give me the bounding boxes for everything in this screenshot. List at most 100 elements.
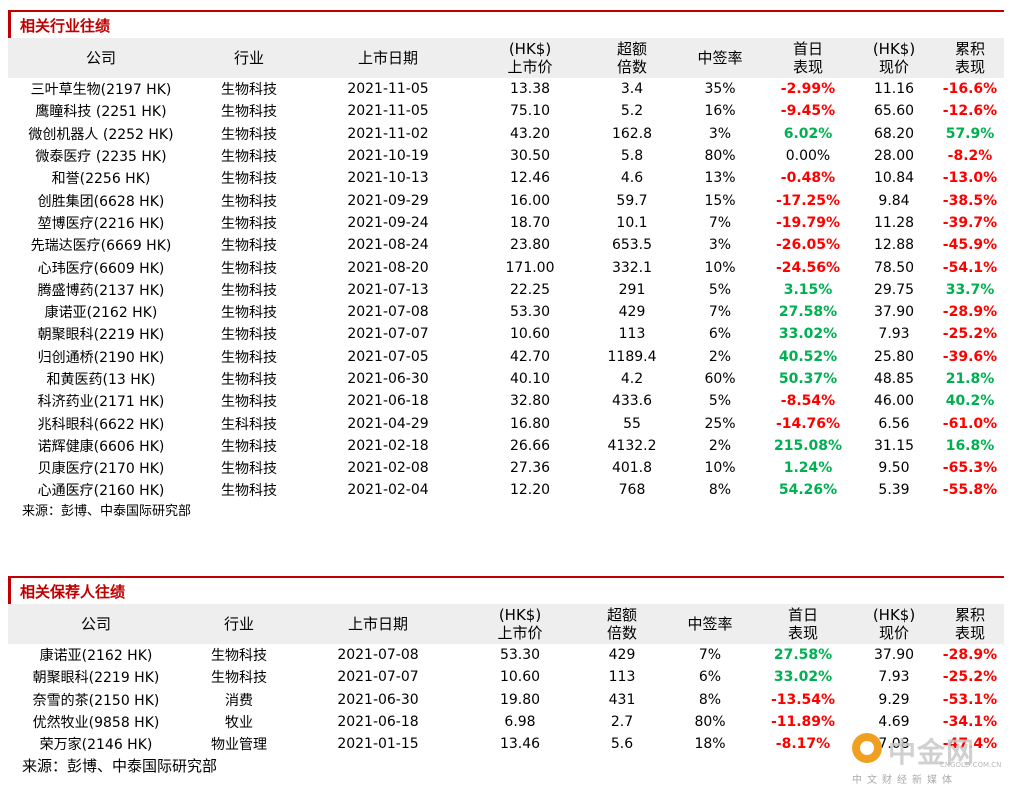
table-cell: 5.2 [620, 103, 644, 120]
table-cell: 2021-08-24 [347, 237, 429, 254]
industry-track-record-section: 相关行业往绩 公司 行业 上市日期 (HK$) 上市价 超额 倍数 中签率 首日 表现 (HK$) 现… [8, 8, 1004, 522]
table-row: 朝聚眼科(2219 HK) 生物科技 2021-07-07 10.60 113 6% 33.… [8, 323, 1004, 345]
table-cell: 46.00 [873, 393, 915, 410]
column-header: 中签率 [676, 38, 764, 78]
table-cell: 2021-07-05 [347, 348, 429, 365]
table-cell: 生物科技 [221, 82, 277, 99]
table-cell: 75.10 [509, 103, 551, 120]
table-cell: 生物科技 [221, 394, 277, 411]
table-cell: 生科科技 [221, 416, 277, 433]
table-cell: -65.3% [942, 460, 998, 477]
table-cell: 10.84 [873, 170, 915, 187]
column-header-line2: 上市价 [497, 624, 543, 642]
column-header: 公司 [8, 604, 184, 644]
table-cell: 2021-02-04 [347, 482, 429, 499]
table-cell: -53.1% [942, 691, 998, 708]
table-cell: 1.24% [783, 460, 833, 477]
column-header-line1: 超额 [616, 40, 647, 58]
table-row: 三叶草生物(2197 HK) 生物科技 2021-11-05 13.38 3.4 35% -… [8, 78, 1004, 100]
header-row: 公司 行业 上市日期 (HK$) 上市价 超额 倍数 中签率 首日 表现 (HK$) 现价 累积 表现 [8, 604, 1004, 644]
table-row: 先瑞达医疗(6669 HK) 生物科技 2021-08-24 23.80 653.5 3%… [8, 234, 1004, 256]
column-header: 行业 [184, 604, 294, 644]
table-cell: 9.29 [878, 691, 910, 708]
table-cell: 27.58% [773, 647, 833, 664]
table-cell: 57.9% [945, 125, 995, 142]
table-cell: -28.9% [942, 304, 998, 321]
table-cell: 18% [694, 736, 726, 753]
column-header-line1: (HK$) [872, 606, 916, 624]
table-cell: 2021-11-05 [347, 81, 429, 98]
table-cell: 生物科技 [221, 327, 277, 344]
table-cell: -16.6% [942, 81, 998, 98]
table-cell: -55.8% [942, 482, 998, 499]
table-cell: 215.08% [773, 437, 843, 454]
header-row: 公司 行业 上市日期 (HK$) 上市价 超额 倍数 中签率 首日 表现 (HK$) 现价 累积 表现 [8, 38, 1004, 78]
table-cell: 生物科技 [221, 193, 277, 210]
table-cell: -14.76% [775, 415, 841, 432]
table-cell: 30.50 [509, 148, 551, 165]
table-cell: 15% [704, 192, 736, 209]
column-header: 上市日期 [304, 38, 472, 78]
column-header-line1: 行业 [223, 615, 254, 633]
column-header: 超额 倍数 [588, 38, 676, 78]
table-cell: 5.8 [620, 148, 644, 165]
table-cell: 和誉(2256 HK) [51, 171, 151, 188]
table-cell: -12.6% [942, 103, 998, 120]
table-cell: 2021-06-18 [337, 714, 419, 731]
column-header: 超额 倍数 [578, 604, 666, 644]
table-cell: 431 [608, 691, 636, 708]
table-cell: 微泰医疗 (2235 HK) [35, 149, 167, 166]
table-cell: 28.00 [873, 148, 915, 165]
column-header: (HK$) 上市价 [472, 38, 588, 78]
column-header-line1: 超额 [606, 606, 637, 624]
table-cell: -45.9% [942, 237, 998, 254]
table-cell: 13.38 [509, 81, 551, 98]
table-cell: 奈雪的茶(2150 HK) [32, 692, 160, 709]
table-cell: 归创通桥(2190 HK) [37, 349, 165, 366]
column-header-line2: 倍数 [606, 624, 637, 642]
table-row: 心通医疗(2160 HK) 生物科技 2021-02-04 12.20 768 8% 54.… [8, 479, 1004, 501]
table-cell: 16.00 [509, 192, 551, 209]
table-cell: 诺辉健康(6606 HK) [37, 438, 165, 455]
table-cell: 5.39 [878, 482, 910, 499]
industry-track-record-table: 公司 行业 上市日期 (HK$) 上市价 超额 倍数 中签率 首日 表现 (HK$) 现价 累积 表现 三… [8, 38, 1004, 502]
table-cell: 429 [618, 304, 646, 321]
table-cell: 80% [704, 148, 736, 165]
table-cell: 物业管理 [211, 737, 267, 754]
table-cell: 2.7 [610, 714, 634, 731]
table-cell: -39.7% [942, 214, 998, 231]
table-row: 腾盛博药(2137 HK) 生物科技 2021-07-13 22.25 291 5% 3.1… [8, 279, 1004, 301]
table-cell: -34.1% [942, 714, 998, 731]
sponsor-track-record-table: 公司 行业 上市日期 (HK$) 上市价 超额 倍数 中签率 首日 表现 (HK$) 现价 累积 表现 康… [8, 604, 1004, 755]
table-cell: 2021-10-19 [347, 148, 429, 165]
table-cell: 10.1 [616, 214, 648, 231]
table-cell: 21.8% [945, 371, 995, 387]
table-row: 优然牧业(9858 HK) 牧业 2021-06-18 6.98 2.7 80% -11.8… [8, 711, 1004, 733]
table-cell: 生物科技 [221, 372, 277, 388]
table-cell: -24.56% [775, 259, 841, 276]
table-cell: -26.05% [775, 237, 841, 254]
table-cell: 43.20 [509, 125, 551, 142]
table-cell: 16.8% [945, 437, 995, 454]
table-cell: 27.58% [778, 304, 838, 321]
table-cell: 33.7% [945, 281, 995, 298]
watermark: 中金网 CNGOLD.COM.CN 中文财经新媒体 [852, 731, 1002, 786]
table-cell: 2021-06-18 [347, 393, 429, 410]
table-cell: 1189.4 [607, 348, 657, 365]
section-header: 相关保荐人往绩 [8, 574, 1004, 604]
table-cell: 2021-07-08 [337, 647, 419, 664]
header-accent-bar [8, 10, 11, 38]
column-header-line1: 中签率 [687, 615, 733, 633]
table-cell: 113 [608, 669, 636, 686]
table-cell: 和黄医药(13 HK) [46, 372, 156, 388]
source-note: 来源：彭博、中泰国际研究部 [22, 757, 218, 776]
table-cell: 生物科技 [211, 670, 267, 687]
table-cell: 2021-07-08 [347, 304, 429, 321]
column-header: (HK$) 现价 [852, 38, 936, 78]
column-header-line2: 表现 [954, 58, 985, 76]
table-cell: 53.30 [499, 647, 541, 664]
table-cell: 微创机器人 (2252 HK) [28, 126, 174, 143]
table-cell: 65.60 [873, 103, 915, 120]
table-cell: -61.0% [942, 415, 998, 432]
table-cell: 生物科技 [211, 648, 267, 665]
